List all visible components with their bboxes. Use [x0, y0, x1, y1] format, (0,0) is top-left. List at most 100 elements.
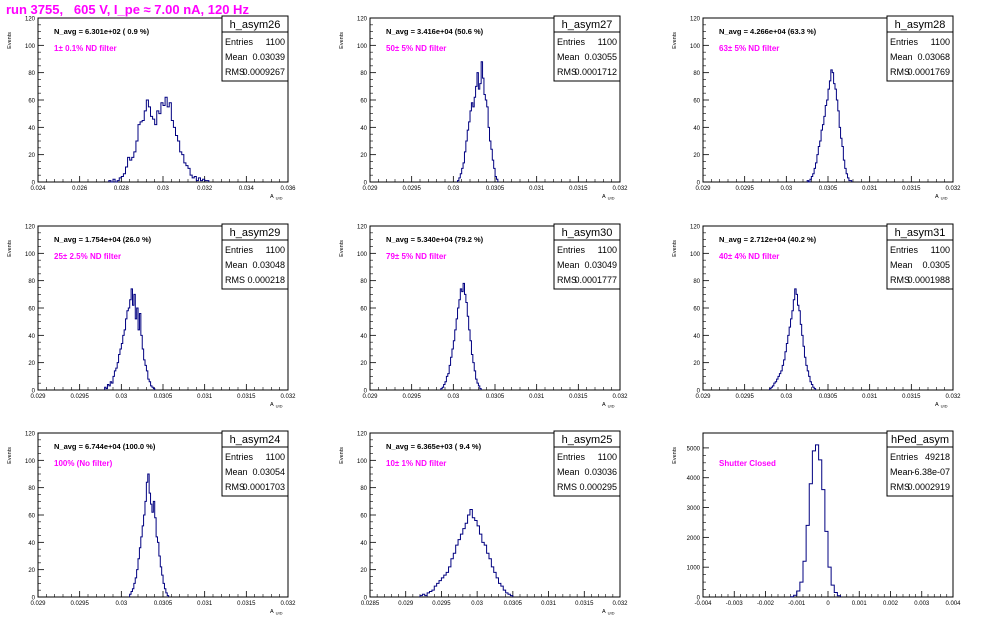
stats-key-entries: Entries: [557, 452, 586, 462]
filter-label: 63± 5% ND filter: [719, 44, 779, 53]
y-tick-label: 120: [690, 17, 701, 23]
histogram-line: [419, 509, 514, 597]
x-tick-label: 0.032: [612, 394, 628, 400]
x-tick-label: 0.0315: [237, 394, 256, 400]
x-axis-label: A UID: [602, 402, 615, 409]
x-tick-label: 0.03: [157, 186, 169, 192]
x-tick-label: 0.0315: [569, 186, 588, 192]
y-axis-label: Events: [339, 240, 345, 257]
x-tick-label: 0.031: [541, 601, 557, 607]
y-tick-label: 0: [32, 596, 36, 602]
histogram-panel-h_asym29: 0 20 40 60 80 100 120 0.029 0.0295 0.03 0.0305 0.03…: [7, 223, 296, 409]
histogram-panel-h_asym28: 0 20 40 60 80 100 120 0.029 0.0295 0.03 0.0305 0.03…: [672, 15, 961, 201]
x-tick-label: 0.029: [362, 186, 378, 192]
stats-box: [886, 430, 954, 497]
navg-label: N_avg = 3.416e+04 (50.6 %): [386, 27, 484, 36]
y-tick-label: 100: [357, 459, 368, 465]
y-tick-label: 120: [357, 432, 368, 438]
x-axis-label: A UID: [935, 402, 948, 409]
stats-key-entries: Entries: [557, 245, 586, 255]
stats-key-rms: RMS: [890, 482, 910, 492]
y-tick-label: 80: [28, 486, 35, 492]
stats-value-rms: 0.0001777: [574, 275, 617, 285]
stats-key-mean: Mean: [225, 260, 248, 270]
y-tick-label: 80: [360, 486, 367, 492]
stats-key-rms: RMS: [557, 275, 577, 285]
histogram-panel-h_asym25: 0 20 40 60 80 100 120 0.0285 0.029 0.0295 0.03 0.03…: [339, 430, 628, 616]
stats-key-mean: Mean: [890, 52, 913, 62]
stats-value-mean: 0.03049: [584, 260, 617, 270]
stats-key-rms: RMS: [225, 482, 245, 492]
y-tick-label: 120: [25, 225, 36, 231]
filter-label: 10± 1% ND filter: [386, 459, 446, 468]
x-tick-label: 0.028: [114, 186, 130, 192]
stats-value-mean: 0.03068: [917, 52, 950, 62]
y-tick-label: 120: [25, 432, 36, 438]
stats-value-mean: -6.38e-07: [911, 467, 950, 477]
x-tick-label: 0.032: [197, 186, 213, 192]
y-tick-label: 0: [364, 596, 368, 602]
x-tick-label: 0.0295: [70, 601, 89, 607]
x-tick-label: 0.03: [115, 394, 127, 400]
stats-key-mean: Mean: [890, 467, 913, 477]
stats-value-rms: 0.0001712: [574, 67, 617, 77]
stats-key-rms: RMS: [225, 67, 245, 77]
histogram-panel-h_asym24: 0 20 40 60 80 100 120 0.029 0.0295 0.03 0.0305 0.03…: [7, 430, 296, 616]
y-axis-label: Events: [7, 447, 13, 464]
x-tick-label: -0.001: [788, 601, 806, 607]
histogram-line: [440, 282, 482, 390]
stats-value-rms: 0.000295: [579, 482, 617, 492]
x-tick-label: 0.03: [780, 186, 792, 192]
y-tick-label: 100: [357, 44, 368, 50]
histogram-panel-h_asym26: 0 20 40 60 80 100 120 0.024 0.026 0.028 0.03 0.032 0…: [7, 15, 296, 201]
x-tick-label: 0.032: [612, 186, 628, 192]
y-axis-label: Events: [672, 32, 678, 49]
stats-value-entries: 1100: [931, 37, 950, 47]
y-tick-label: 20: [693, 361, 700, 367]
x-tick-label: -0.002: [757, 601, 775, 607]
y-tick-label: 2000: [687, 536, 701, 542]
navg-label: N_avg = 6.744e+04 (100.0 %): [54, 442, 156, 451]
y-tick-label: 20: [28, 568, 35, 574]
filter-label: 40± 4% ND filter: [719, 252, 779, 261]
x-tick-label: 0.031: [197, 601, 213, 607]
y-tick-label: 100: [690, 252, 701, 258]
y-tick-label: 80: [693, 71, 700, 77]
y-tick-label: 40: [28, 541, 35, 547]
filter-label: Shutter Closed: [719, 459, 776, 468]
y-tick-label: 80: [28, 71, 35, 77]
histogram-panel-h_asym31: 0 20 40 60 80 100 120 0.029 0.0295 0.03 0.0305 0.03…: [672, 223, 961, 409]
y-tick-label: 80: [360, 279, 367, 285]
y-tick-label: 100: [25, 44, 36, 50]
y-tick-label: 20: [28, 361, 35, 367]
filter-label: 100% (No filter): [54, 459, 113, 468]
x-tick-label: 0.0295: [735, 186, 754, 192]
x-tick-label: 0.0295: [432, 601, 451, 607]
y-tick-label: 20: [360, 361, 367, 367]
y-tick-label: 100: [25, 252, 36, 258]
x-tick-label: 0.029: [398, 601, 414, 607]
stats-value-entries: 1100: [598, 37, 617, 47]
x-tick-label: 0.0315: [902, 394, 921, 400]
y-tick-label: 40: [360, 541, 367, 547]
x-tick-label: 0.029: [30, 394, 46, 400]
x-tick-label: 0.032: [612, 601, 628, 607]
navg-label: N_avg = 6.301e+02 ( 0.9 %): [54, 27, 150, 36]
y-tick-label: 40: [360, 126, 367, 132]
stats-key-rms: RMS: [890, 275, 910, 285]
y-tick-label: 0: [697, 596, 701, 602]
histogram-name: h_asym25: [562, 434, 613, 446]
y-tick-label: 80: [693, 279, 700, 285]
y-tick-label: 0: [32, 389, 36, 395]
x-tick-label: 0.0305: [504, 601, 523, 607]
stats-key-rms: RMS: [557, 482, 577, 492]
y-tick-label: 40: [28, 126, 35, 132]
stats-key-mean: Mean: [557, 467, 580, 477]
x-tick-label: 0.036: [280, 186, 296, 192]
x-axis-label: A UID: [270, 194, 283, 201]
y-tick-label: 120: [357, 225, 368, 231]
navg-label: N_avg = 1.754e+04 (26.0 %): [54, 235, 152, 244]
y-tick-label: 100: [25, 459, 36, 465]
y-tick-label: 20: [28, 153, 35, 159]
x-tick-label: 0.031: [529, 394, 545, 400]
